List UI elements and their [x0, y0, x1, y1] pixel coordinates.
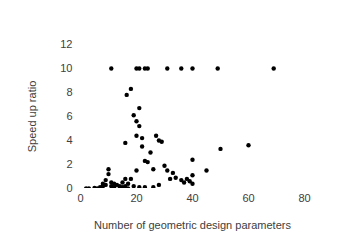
svg-text:4: 4	[66, 134, 72, 146]
svg-text:6: 6	[66, 110, 72, 122]
svg-text:60: 60	[242, 192, 254, 204]
svg-text:Number of geometric design par: Number of geometric design parameters	[94, 219, 291, 231]
svg-text:80: 80	[298, 192, 310, 204]
svg-text:40: 40	[186, 192, 198, 204]
svg-text:20: 20	[130, 192, 142, 204]
svg-text:2: 2	[66, 158, 72, 170]
svg-text:0: 0	[66, 182, 72, 194]
svg-text:8: 8	[66, 86, 72, 98]
svg-text:Speed up ratio: Speed up ratio	[26, 81, 38, 153]
svg-text:12: 12	[60, 38, 72, 50]
svg-text:0: 0	[77, 192, 83, 204]
svg-text:10: 10	[60, 62, 72, 74]
